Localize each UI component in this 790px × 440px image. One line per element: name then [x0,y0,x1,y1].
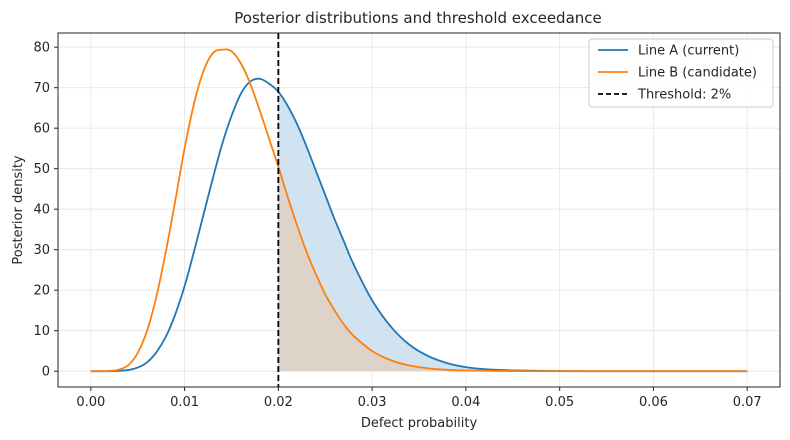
legend-label-series-a: Line A (current) [638,44,739,59]
y-tick-label: 50 [33,162,50,177]
series-lines [90,48,748,373]
x-tick-label: 0.02 [264,395,293,410]
ticks: 0.00 0.01 0.02 0.03 0.04 0.05 0.06 0.07 0 10 20 30 4… [33,41,761,410]
x-tick-label: 0.06 [639,395,668,410]
chart-title: Posterior distributions and threshold ex… [234,9,602,27]
x-tick-label: 0.04 [451,395,480,410]
exceedance-fill-series-b [278,166,748,372]
y-tick-label: 70 [33,81,50,96]
plot-frame [57,32,781,388]
x-axis-title: Defect probability [361,416,478,431]
series-line-b [90,48,748,373]
x-tick-label: 0.07 [733,395,762,410]
x-tick-label: 0.00 [76,395,105,410]
exceedance-fills [278,91,748,372]
y-tick-label: 40 [33,203,50,218]
y-tick-label: 30 [33,243,50,258]
y-axis-title: Posterior density [11,155,26,265]
y-tick-label: 0 [42,365,50,380]
x-tick-label: 0.05 [545,395,574,410]
legend-label-series-b: Line B (candidate) [638,66,757,81]
y-tick-label: 80 [33,41,50,56]
series-line-a [90,77,748,373]
x-tick-label: 0.01 [170,395,199,410]
x-tick-label: 0.03 [358,395,387,410]
legend: Line A (current) Line B (candidate) Thre… [588,38,774,108]
y-tick-label: 10 [33,324,50,339]
y-tick-label: 60 [33,122,50,137]
legend-box [588,38,774,108]
y-tick-label: 20 [33,284,50,299]
legend-label-threshold: Threshold: 2% [637,88,731,103]
